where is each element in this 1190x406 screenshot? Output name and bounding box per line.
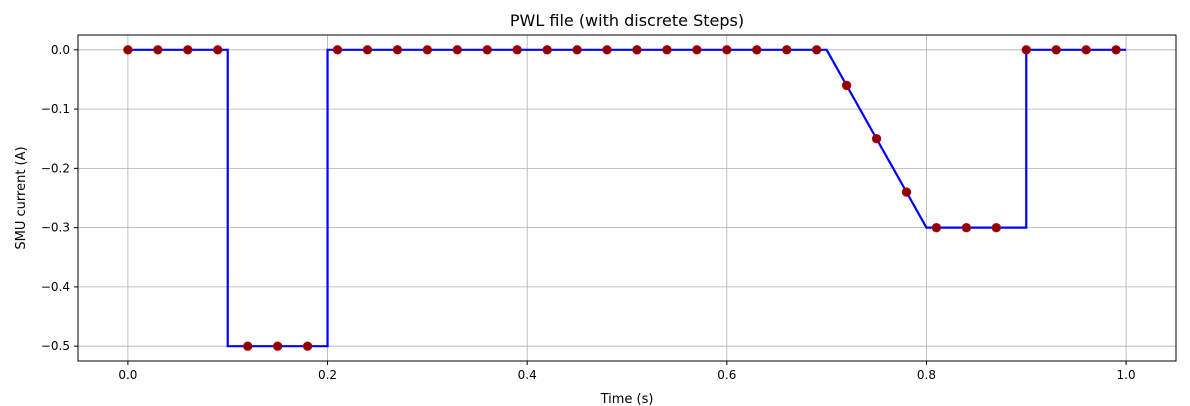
sample-point xyxy=(123,45,133,55)
sample-point xyxy=(602,45,612,55)
sample-point xyxy=(1111,45,1121,55)
x-tick-label: 0.6 xyxy=(717,368,736,382)
sample-point xyxy=(662,45,672,55)
sample-point xyxy=(1051,45,1061,55)
sample-point xyxy=(242,341,253,351)
sample-point xyxy=(572,45,582,55)
sample-point xyxy=(422,45,433,55)
x-axis-label: Time (s) xyxy=(600,392,654,406)
sample-point xyxy=(482,45,492,55)
sample-point xyxy=(213,45,223,55)
sample-point xyxy=(931,222,942,233)
sample-point xyxy=(302,341,313,351)
y-axis-ticks: 0.0 −0.1 −0.2 −0.3 −0.4 −0.5 xyxy=(41,43,78,353)
plot-series xyxy=(123,45,1127,351)
sample-point xyxy=(512,45,522,55)
sample-point xyxy=(752,45,762,55)
sample-point xyxy=(542,45,552,55)
sample-point xyxy=(811,45,822,55)
y-tick-label: −0.3 xyxy=(41,221,70,235)
x-axis-ticks: 0.0 0.2 0.4 0.6 0.8 1.0 xyxy=(118,361,1136,382)
x-tick-label: 0.8 xyxy=(917,368,936,382)
pwl-step-line xyxy=(127,48,1127,348)
x-tick-label: 0.2 xyxy=(318,368,337,382)
sample-point xyxy=(961,222,972,233)
y-tick-label: −0.2 xyxy=(41,161,70,175)
sample-point xyxy=(362,45,373,55)
sample-point xyxy=(841,80,852,91)
sample-point xyxy=(871,134,882,144)
sample-point xyxy=(692,45,702,55)
grid xyxy=(78,35,1176,361)
y-tick-label: −0.5 xyxy=(41,339,70,353)
chart-title: PWL file (with discrete Steps) xyxy=(510,11,744,30)
sample-point xyxy=(782,45,792,55)
sample-point xyxy=(332,45,343,55)
sample-point xyxy=(991,222,1002,233)
y-tick-label: −0.1 xyxy=(41,102,70,116)
sample-point xyxy=(632,45,642,55)
sample-point xyxy=(722,45,732,55)
sample-point xyxy=(183,45,193,55)
sample-point xyxy=(901,187,912,197)
sample-point xyxy=(1021,45,1031,55)
y-axis-label: SMU current (A) xyxy=(14,146,29,249)
x-tick-label: 1.0 xyxy=(1117,368,1136,382)
sample-point xyxy=(452,45,463,55)
y-tick-label: −0.4 xyxy=(41,280,70,294)
plot-frame xyxy=(77,34,1177,362)
x-tick-label: 0.0 xyxy=(118,368,137,382)
sample-point xyxy=(1081,45,1091,55)
sample-point xyxy=(272,341,283,351)
sample-point xyxy=(392,45,403,55)
x-tick-label: 0.4 xyxy=(518,368,537,382)
sample-point xyxy=(153,45,163,55)
y-tick-label: 0.0 xyxy=(51,43,70,57)
